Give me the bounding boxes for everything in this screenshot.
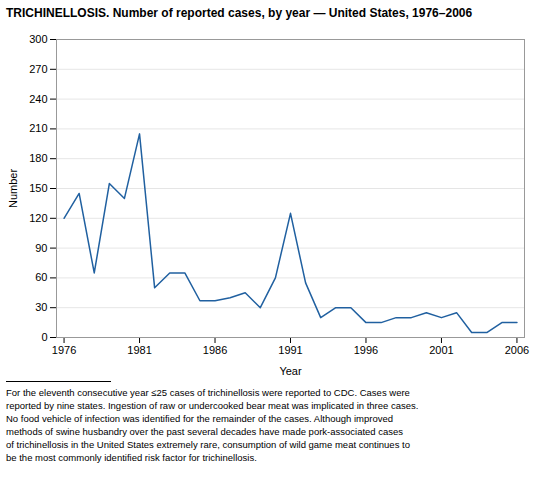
svg-text:270: 270 [29,63,47,75]
svg-text:1976: 1976 [52,344,76,356]
svg-text:30: 30 [35,301,47,313]
svg-text:1981: 1981 [127,344,151,356]
html-text:No food vehicle of infection w: No food vehicle of infection was identif… [6,413,394,424]
svg-text:300: 300 [29,33,47,45]
svg-text:90: 90 [35,242,47,254]
svg-text:180: 180 [29,152,47,164]
svg-text:Year: Year [279,365,302,377]
html-text:For the eleventh consecutive y: For the eleventh consecutive year ≤25 ca… [6,387,410,398]
html-text:be the most commonly identifie: be the most commonly identified risk fac… [6,452,257,463]
svg-text:2001: 2001 [429,344,453,356]
html-text:reported by nine states. Inges: reported by nine states. Ingestion of ra… [6,400,419,411]
svg-text:60: 60 [35,271,47,283]
svg-text:2006: 2006 [505,344,529,356]
svg-text:1991: 1991 [278,344,302,356]
html-text:TRICHINELLOSIS. Number of repo: TRICHINELLOSIS. Number of reported cases… [6,6,473,20]
svg-text:240: 240 [29,93,47,105]
svg-text:120: 120 [29,212,47,224]
html-text:methods of swine husbandry ove: methods of swine husbandry over the past… [6,426,404,437]
svg-text:1996: 1996 [354,344,378,356]
svg-text:210: 210 [29,122,47,134]
html-text:of trichinellosis in the Unite: of trichinellosis in the United States e… [6,439,410,450]
svg-text:Number: Number [7,169,19,208]
svg-text:150: 150 [29,182,47,194]
svg-text:0: 0 [41,331,47,343]
svg-text:1986: 1986 [203,344,227,356]
